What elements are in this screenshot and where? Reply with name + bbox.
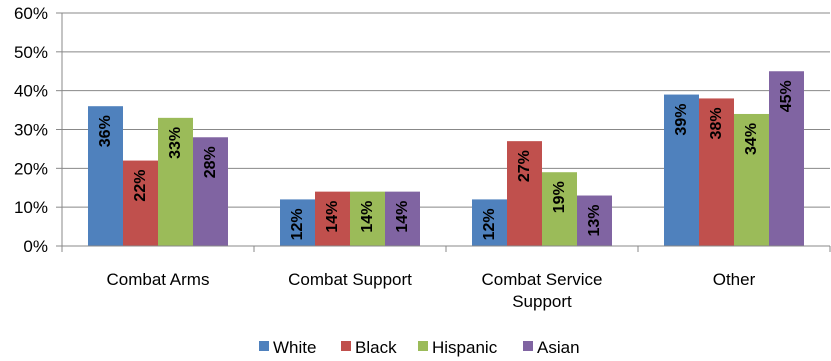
y-tick-label: 10% <box>14 198 48 217</box>
axes <box>61 13 831 252</box>
bar-hispanic-2 <box>542 172 577 246</box>
bar-hispanic-0 <box>158 117 193 246</box>
x-category-label: Combat Support <box>288 270 412 289</box>
data-labels: 36% 12% 12% 39% 22% 14% 27% 38% 33% 14% 19% 34% 28% 1… <box>97 80 795 240</box>
bars <box>88 71 804 246</box>
x-axis-category-labels: Combat Arms Combat Support Combat Service S… <box>107 270 756 311</box>
y-tick-label: 50% <box>14 43 48 62</box>
x-category-label: Combat Arms <box>107 270 210 289</box>
data-label: 14% <box>394 201 411 233</box>
bar-black-0 <box>123 160 158 246</box>
y-tick-label: 60% <box>14 4 48 23</box>
data-label: 27% <box>516 150 533 182</box>
bar-white-1 <box>280 199 315 246</box>
data-label: 12% <box>481 208 498 240</box>
data-label: 34% <box>743 123 760 155</box>
x-category-label: Combat Service <box>482 270 603 289</box>
data-label: 22% <box>132 170 149 202</box>
data-label: 14% <box>359 201 376 233</box>
data-label: 33% <box>167 127 184 159</box>
bar-asian-1 <box>385 191 420 246</box>
bar-black-1 <box>315 191 350 246</box>
data-label: 45% <box>778 80 795 112</box>
data-label: 13% <box>586 205 603 237</box>
legend-swatch-black <box>341 341 351 351</box>
data-label: 36% <box>97 115 114 147</box>
y-axis-tick-labels: 0% 10% 20% 30% 40% 50% 60% <box>14 4 48 256</box>
y-tick-label: 20% <box>14 159 48 178</box>
data-label: 14% <box>324 201 341 233</box>
x-category-label: Other <box>713 270 756 289</box>
bar-asian-3 <box>769 71 804 246</box>
y-tick-label: 0% <box>23 237 48 256</box>
bar-hispanic-3 <box>734 113 769 246</box>
bar-asian-0 <box>193 137 228 246</box>
bar-asian-2 <box>577 195 612 246</box>
legend-swatch-white <box>259 341 269 351</box>
data-label: 39% <box>673 104 690 136</box>
legend-label: Black <box>355 338 397 357</box>
data-label: 19% <box>551 181 568 213</box>
data-label: 12% <box>289 208 306 240</box>
legend-swatch-hispanic <box>418 341 428 351</box>
data-label: 38% <box>708 107 725 139</box>
bar-white-0 <box>88 106 123 246</box>
x-category-label: Support <box>512 292 572 311</box>
legend-swatch-asian <box>523 341 533 351</box>
y-tick-label: 40% <box>14 82 48 101</box>
bar-hispanic-1 <box>350 191 385 246</box>
bar-white-3 <box>664 94 699 246</box>
legend-label: Hispanic <box>432 338 498 357</box>
legend-label: White <box>273 338 316 357</box>
data-label: 28% <box>202 146 219 178</box>
bar-black-2 <box>507 141 542 246</box>
bar-black-3 <box>699 98 734 246</box>
y-tick-label: 30% <box>14 121 48 140</box>
legend: White Black Hispanic Asian <box>259 338 580 357</box>
legend-label: Asian <box>537 338 580 357</box>
bar-white-2 <box>472 199 507 246</box>
